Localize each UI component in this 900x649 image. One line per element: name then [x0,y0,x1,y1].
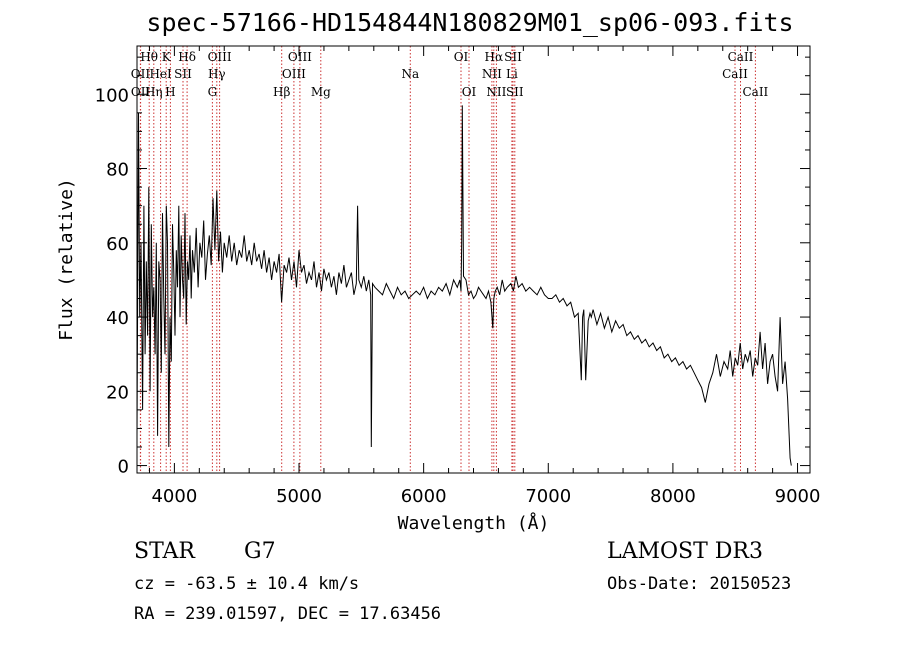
spectral-line-label: Hη [145,85,163,99]
spectral-line-label: NII [486,85,506,99]
spectral-line-label: OII [131,67,151,81]
spectral-line-label: OIII [282,67,306,81]
chart-title: spec-57166-HD154844N180829M01_sp06-093.f… [146,8,794,37]
spectral-line-label: OIII [288,50,312,64]
spectral-line-label: Hθ [140,50,158,64]
spectrum-line [136,105,792,466]
y-tick-label: 20 [106,382,129,403]
x-tick-label: 4000 [151,486,197,507]
object-class: STAR [134,539,195,564]
survey-label: LAMOST DR3 [607,539,763,564]
spectral-line-label: Hδ [178,50,196,64]
object-subclass: G7 [244,539,276,564]
redshift-info: cz = -63.5 ± 10.4 km/s [134,574,360,594]
spectral-line-label: OIII [208,50,232,64]
spectral-line-label: NII [482,67,502,81]
y-axis-label: Flux (relative) [56,178,77,341]
spectral-line-label: Hα [485,50,504,64]
spectral-line-label: HeI [149,67,172,81]
spectral-line-label: H [165,85,175,99]
x-axis-label: Wavelength (Å) [398,512,550,534]
spectral-line-label: K [162,50,172,64]
spectral-line-label: SII [174,67,192,81]
coordinates: RA = 239.01597, DEC = 17.63456 [134,604,442,624]
spectral-line-label: SII [506,85,524,99]
x-tick-label: 6000 [401,486,447,507]
spectral-line-label: OI [462,85,477,99]
y-tick-label: 60 [106,234,129,255]
spectral-line-label: CaII [742,85,768,99]
x-tick-label: 7000 [525,486,571,507]
spectral-line-label: OII [131,85,151,99]
spectral-line-label: Hγ [208,67,226,81]
y-tick-label: 40 [106,308,129,329]
spectral-line-label: Mg [311,85,331,99]
spectral-line-label: Hβ [273,85,290,99]
spectral-line-label: Na [401,67,419,81]
spectral-line-label: OI [454,50,469,64]
y-tick-label: 100 [95,85,129,106]
y-tick-label: 80 [106,160,129,181]
spectral-line-label: CaII [728,50,754,64]
spectral-line-label: CaII [722,67,748,81]
x-tick-label: 9000 [775,486,821,507]
spectral-line-label: G [208,85,218,99]
spectral-line-label: Li [506,67,518,81]
y-tick-label: 0 [118,457,129,478]
x-tick-label: 5000 [276,486,322,507]
obs-date: Obs-Date: 20150523 [607,574,792,594]
x-tick-label: 8000 [650,486,696,507]
spectral-line-label: SII [504,50,522,64]
